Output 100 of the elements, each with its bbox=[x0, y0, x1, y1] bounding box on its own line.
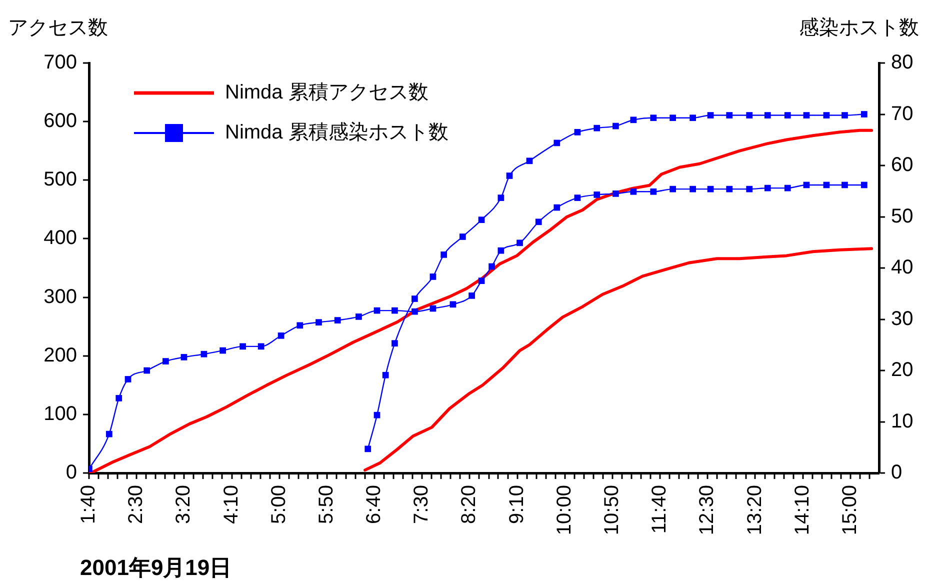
point bbox=[630, 188, 637, 195]
point bbox=[364, 446, 372, 452]
point bbox=[594, 192, 600, 198]
point bbox=[842, 112, 848, 118]
point bbox=[412, 308, 418, 315]
y2-tick-label: 0 bbox=[891, 462, 902, 484]
point bbox=[764, 184, 771, 192]
point bbox=[535, 218, 542, 226]
y-tick-label: 0 bbox=[66, 462, 77, 484]
legend-label: Nimda 累積アクセス数 bbox=[225, 82, 428, 104]
x-axis-title: 2001年9月19日 bbox=[80, 554, 232, 582]
point bbox=[823, 112, 830, 118]
point bbox=[180, 354, 188, 360]
point bbox=[144, 367, 150, 374]
y-tick-label: 700 bbox=[44, 52, 77, 74]
point bbox=[498, 194, 504, 201]
y-tick-label: 600 bbox=[44, 110, 77, 132]
y2-tick-label: 70 bbox=[891, 102, 914, 125]
point bbox=[764, 112, 771, 118]
point bbox=[554, 204, 560, 211]
y-axis-title: アクセス数 bbox=[8, 16, 108, 41]
point bbox=[803, 112, 810, 118]
point bbox=[630, 116, 637, 124]
point bbox=[726, 112, 733, 118]
point bbox=[842, 182, 848, 188]
point bbox=[498, 247, 504, 254]
point bbox=[554, 140, 560, 146]
point bbox=[116, 394, 122, 402]
x-tick-label: 7:30 bbox=[410, 485, 433, 524]
point bbox=[670, 186, 676, 192]
point bbox=[200, 350, 208, 358]
x-tick-label: 11:40 bbox=[648, 485, 671, 534]
x-tick-label: 4:10 bbox=[220, 485, 242, 524]
x-tick-label: 3:20 bbox=[172, 485, 195, 524]
y2-tick-label: 40 bbox=[891, 256, 914, 279]
point bbox=[430, 274, 436, 280]
point bbox=[296, 322, 304, 329]
y-tick-label: 300 bbox=[44, 286, 77, 308]
point bbox=[516, 240, 523, 246]
point bbox=[220, 347, 226, 354]
point bbox=[382, 372, 389, 378]
point bbox=[316, 319, 322, 326]
point bbox=[392, 307, 398, 314]
point bbox=[162, 358, 169, 364]
x-tick-label: 2:30 bbox=[125, 485, 148, 524]
point bbox=[488, 263, 495, 270]
point bbox=[478, 278, 485, 284]
point bbox=[670, 114, 676, 122]
x-tick-label: 14:10 bbox=[791, 485, 814, 536]
point bbox=[574, 194, 581, 201]
y-tick-label: 200 bbox=[44, 344, 77, 366]
x-tick-label: 6:40 bbox=[363, 485, 386, 524]
point bbox=[459, 234, 466, 240]
point bbox=[650, 188, 657, 195]
point bbox=[860, 111, 868, 118]
y2-tick-label: 50 bbox=[891, 205, 914, 228]
x-tick-label: 10:50 bbox=[600, 485, 623, 536]
point bbox=[258, 343, 264, 350]
point bbox=[278, 332, 284, 339]
point bbox=[356, 314, 362, 320]
point bbox=[707, 112, 714, 118]
point bbox=[726, 186, 733, 192]
point bbox=[594, 124, 600, 132]
point bbox=[124, 376, 132, 382]
point bbox=[478, 216, 485, 224]
point bbox=[746, 112, 753, 118]
x-tick-label: 15:00 bbox=[838, 485, 861, 536]
y2-tick-label: 10 bbox=[891, 410, 914, 432]
y2-tick-label: 20 bbox=[891, 359, 914, 382]
point bbox=[612, 122, 619, 130]
y2-axis-title: 感染ホスト数 bbox=[799, 16, 919, 41]
point bbox=[334, 317, 341, 324]
x-tick-label: 9:10 bbox=[506, 485, 528, 524]
point bbox=[506, 172, 513, 179]
legend-label: Nimda 累積感染ホスト数 bbox=[225, 122, 448, 144]
point bbox=[784, 184, 791, 192]
point bbox=[106, 430, 112, 438]
point bbox=[574, 129, 581, 136]
point bbox=[526, 158, 533, 164]
y-tick-label: 100 bbox=[44, 402, 77, 425]
x-tick-label: 1:40 bbox=[78, 485, 100, 524]
y2-tick-label: 80 bbox=[891, 52, 914, 74]
point bbox=[690, 186, 696, 192]
x-tick-label: 13:20 bbox=[744, 485, 766, 536]
x-tick-label: 5:00 bbox=[268, 485, 290, 524]
x-tick-label: 10:00 bbox=[553, 485, 576, 536]
point bbox=[412, 296, 418, 302]
point bbox=[450, 301, 456, 308]
point bbox=[440, 251, 448, 258]
y2-tick-label: 60 bbox=[891, 154, 914, 176]
point bbox=[860, 182, 868, 188]
point bbox=[690, 114, 696, 122]
x-tick-label: 5:50 bbox=[315, 485, 338, 524]
point bbox=[240, 343, 246, 350]
point bbox=[746, 186, 753, 192]
y-tick-label: 400 bbox=[44, 227, 77, 250]
x-tick-label: 8:20 bbox=[458, 485, 480, 524]
y2-tick-label: 30 bbox=[891, 308, 914, 330]
point bbox=[650, 114, 657, 122]
point bbox=[392, 340, 398, 347]
